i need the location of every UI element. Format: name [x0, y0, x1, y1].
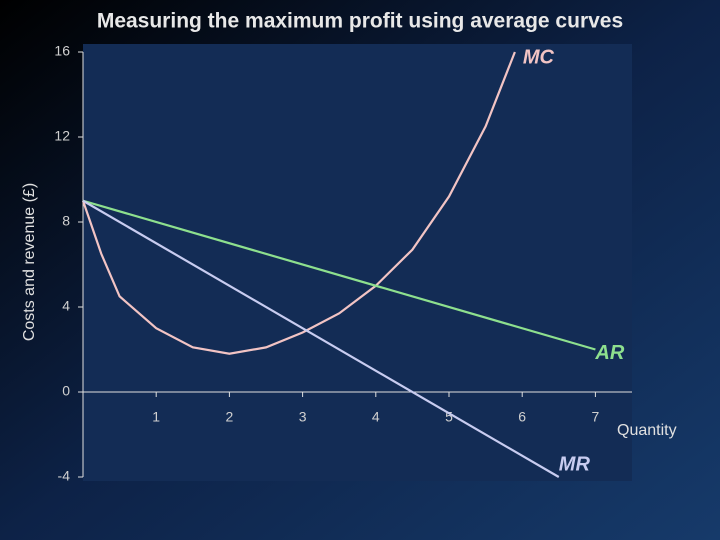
y-tick-label: 16	[54, 43, 70, 59]
x-tick-label: 4	[372, 409, 380, 425]
x-tick-label: 7	[592, 409, 600, 425]
y-tick-label: 4	[62, 298, 70, 314]
y-axis-label: Costs and revenue (£)	[21, 183, 38, 341]
series-line	[82, 199, 596, 351]
y-tick-label: 12	[54, 128, 70, 144]
plot-area	[83, 44, 632, 481]
series-label: MC	[523, 46, 555, 68]
series-label: AR	[594, 342, 624, 364]
series-line	[81, 51, 516, 355]
chart-title: Measuring the maximum profit using avera…	[97, 10, 623, 33]
series-label: MR	[559, 453, 591, 475]
x-tick-label: 6	[518, 409, 526, 425]
x-axis-label: Quantity	[617, 422, 677, 439]
x-tick-label: 1	[152, 409, 160, 425]
x-tick-label: 5	[445, 409, 453, 425]
x-tick-label: 2	[226, 409, 234, 425]
series-line	[82, 199, 560, 478]
x-tick-label: 3	[299, 409, 307, 425]
y-tick-label: 8	[62, 213, 70, 229]
y-tick-label: -4	[58, 468, 71, 484]
y-tick-label: 0	[62, 383, 70, 399]
